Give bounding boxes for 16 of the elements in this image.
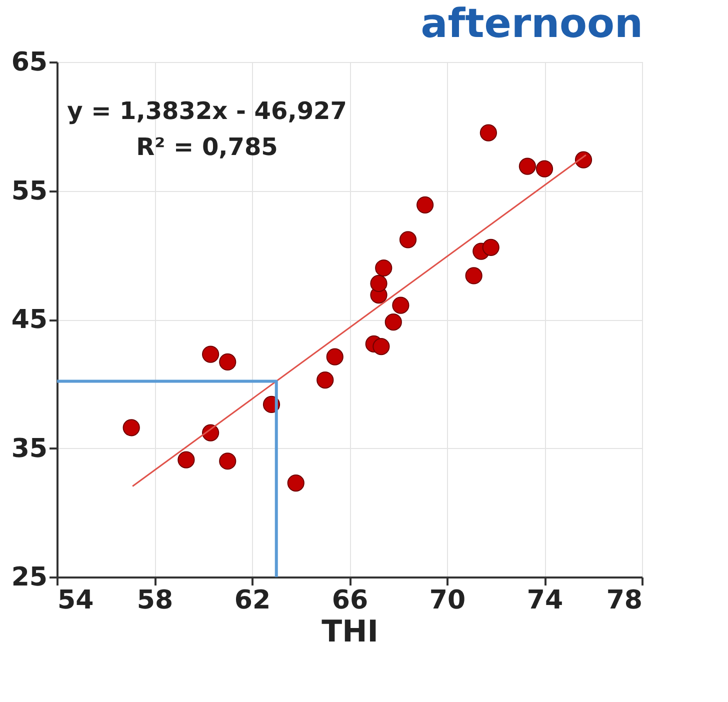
x-tick-label: 66 (332, 586, 368, 616)
y-tick-label: 45 (11, 305, 48, 335)
x-tick-label: 58 (136, 586, 174, 616)
y-tick-label: 35 (11, 434, 48, 464)
y-tick-label: 65 (11, 48, 48, 78)
y-tick-label: 25 (11, 562, 48, 592)
chart-title: afternoon (420, 1, 643, 47)
x-tick-label: 70 (429, 586, 466, 616)
x-tick-label: 78 (606, 586, 642, 616)
annotation: R² = 0,785 (136, 133, 278, 161)
annotation: y = 1,3832x - 46,927 (67, 97, 347, 125)
y-tick-label: 55 (11, 176, 48, 206)
x-tick-label: 54 (58, 586, 94, 616)
x-axis-title: THI (322, 614, 378, 650)
x-tick-label: 74 (526, 586, 564, 616)
x-tick-label: 62 (234, 586, 271, 616)
